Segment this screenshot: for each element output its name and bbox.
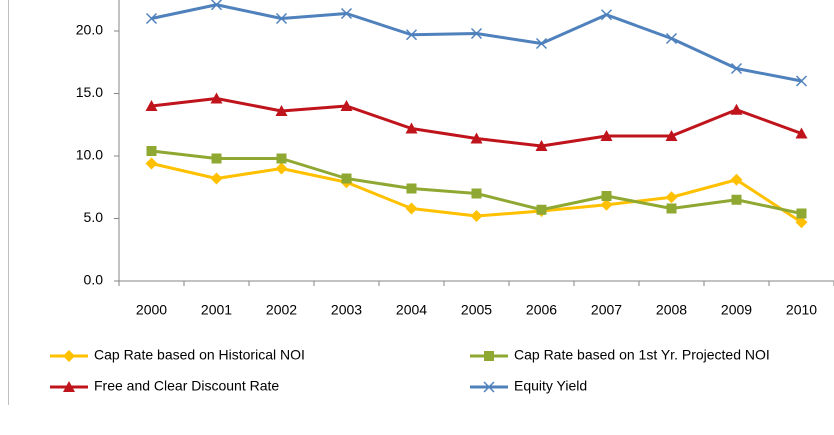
marker [600, 198, 613, 211]
marker [665, 130, 678, 141]
x-tick-label: 2002 [266, 302, 297, 318]
legend-label: Free and Clear Discount Rate [94, 378, 279, 394]
marker [795, 75, 808, 87]
marker [145, 12, 158, 25]
marker [470, 210, 483, 222]
x-tick-label: 2001 [201, 302, 232, 318]
legend-label: Cap Rate based on Historical NOI [94, 347, 305, 363]
marker [211, 153, 222, 164]
x-tick-label: 2008 [656, 302, 687, 318]
x-tick-label: 2000 [136, 302, 167, 318]
y-tick-label: 15.0 [76, 84, 103, 100]
marker [665, 191, 678, 204]
marker [405, 29, 418, 41]
x-tick-label: 2007 [591, 302, 622, 318]
marker [730, 62, 743, 75]
marker [210, 92, 223, 104]
marker [406, 183, 417, 194]
marker [600, 9, 613, 21]
legend-marker [63, 350, 75, 362]
marker [145, 157, 158, 170]
marker [536, 204, 547, 215]
legend-marker [483, 381, 495, 393]
marker [275, 12, 288, 25]
marker [535, 37, 548, 50]
x-tick-label: 2010 [786, 302, 817, 318]
marker [601, 191, 612, 201]
marker [470, 132, 483, 144]
marker [146, 146, 157, 156]
marker [341, 173, 352, 184]
marker [405, 122, 418, 134]
y-tick-label: 10.0 [76, 147, 103, 163]
legend-marker [484, 351, 494, 361]
marker [405, 202, 418, 215]
y-tick-label: 5.0 [84, 209, 104, 225]
marker [276, 153, 287, 164]
y-tick-label: 20.0 [76, 22, 103, 38]
marker [535, 140, 548, 151]
marker [275, 105, 288, 116]
x-tick-label: 2005 [461, 302, 492, 318]
legend-label: Cap Rate based on 1st Yr. Projected NOI [514, 347, 770, 363]
marker [470, 27, 483, 40]
x-tick-label: 2003 [331, 302, 362, 318]
legend-marker [63, 381, 75, 392]
marker [796, 208, 807, 219]
marker [731, 194, 742, 205]
marker [730, 103, 743, 115]
marker [145, 100, 158, 111]
legend-label: Equity Yield [514, 378, 587, 394]
marker [471, 188, 482, 199]
x-tick-label: 2009 [721, 302, 752, 318]
x-tick-label: 2006 [526, 302, 557, 318]
marker [665, 32, 678, 45]
marker [210, 172, 223, 185]
marker [666, 203, 677, 214]
marker [730, 173, 743, 186]
x-tick-label: 2004 [396, 302, 427, 318]
marker [795, 216, 808, 229]
marker [795, 127, 808, 139]
marker [600, 130, 613, 141]
marker [210, 0, 223, 11]
marker [275, 162, 288, 175]
marker [340, 7, 353, 20]
y-tick-label: 0.0 [84, 272, 104, 288]
marker [340, 100, 353, 111]
